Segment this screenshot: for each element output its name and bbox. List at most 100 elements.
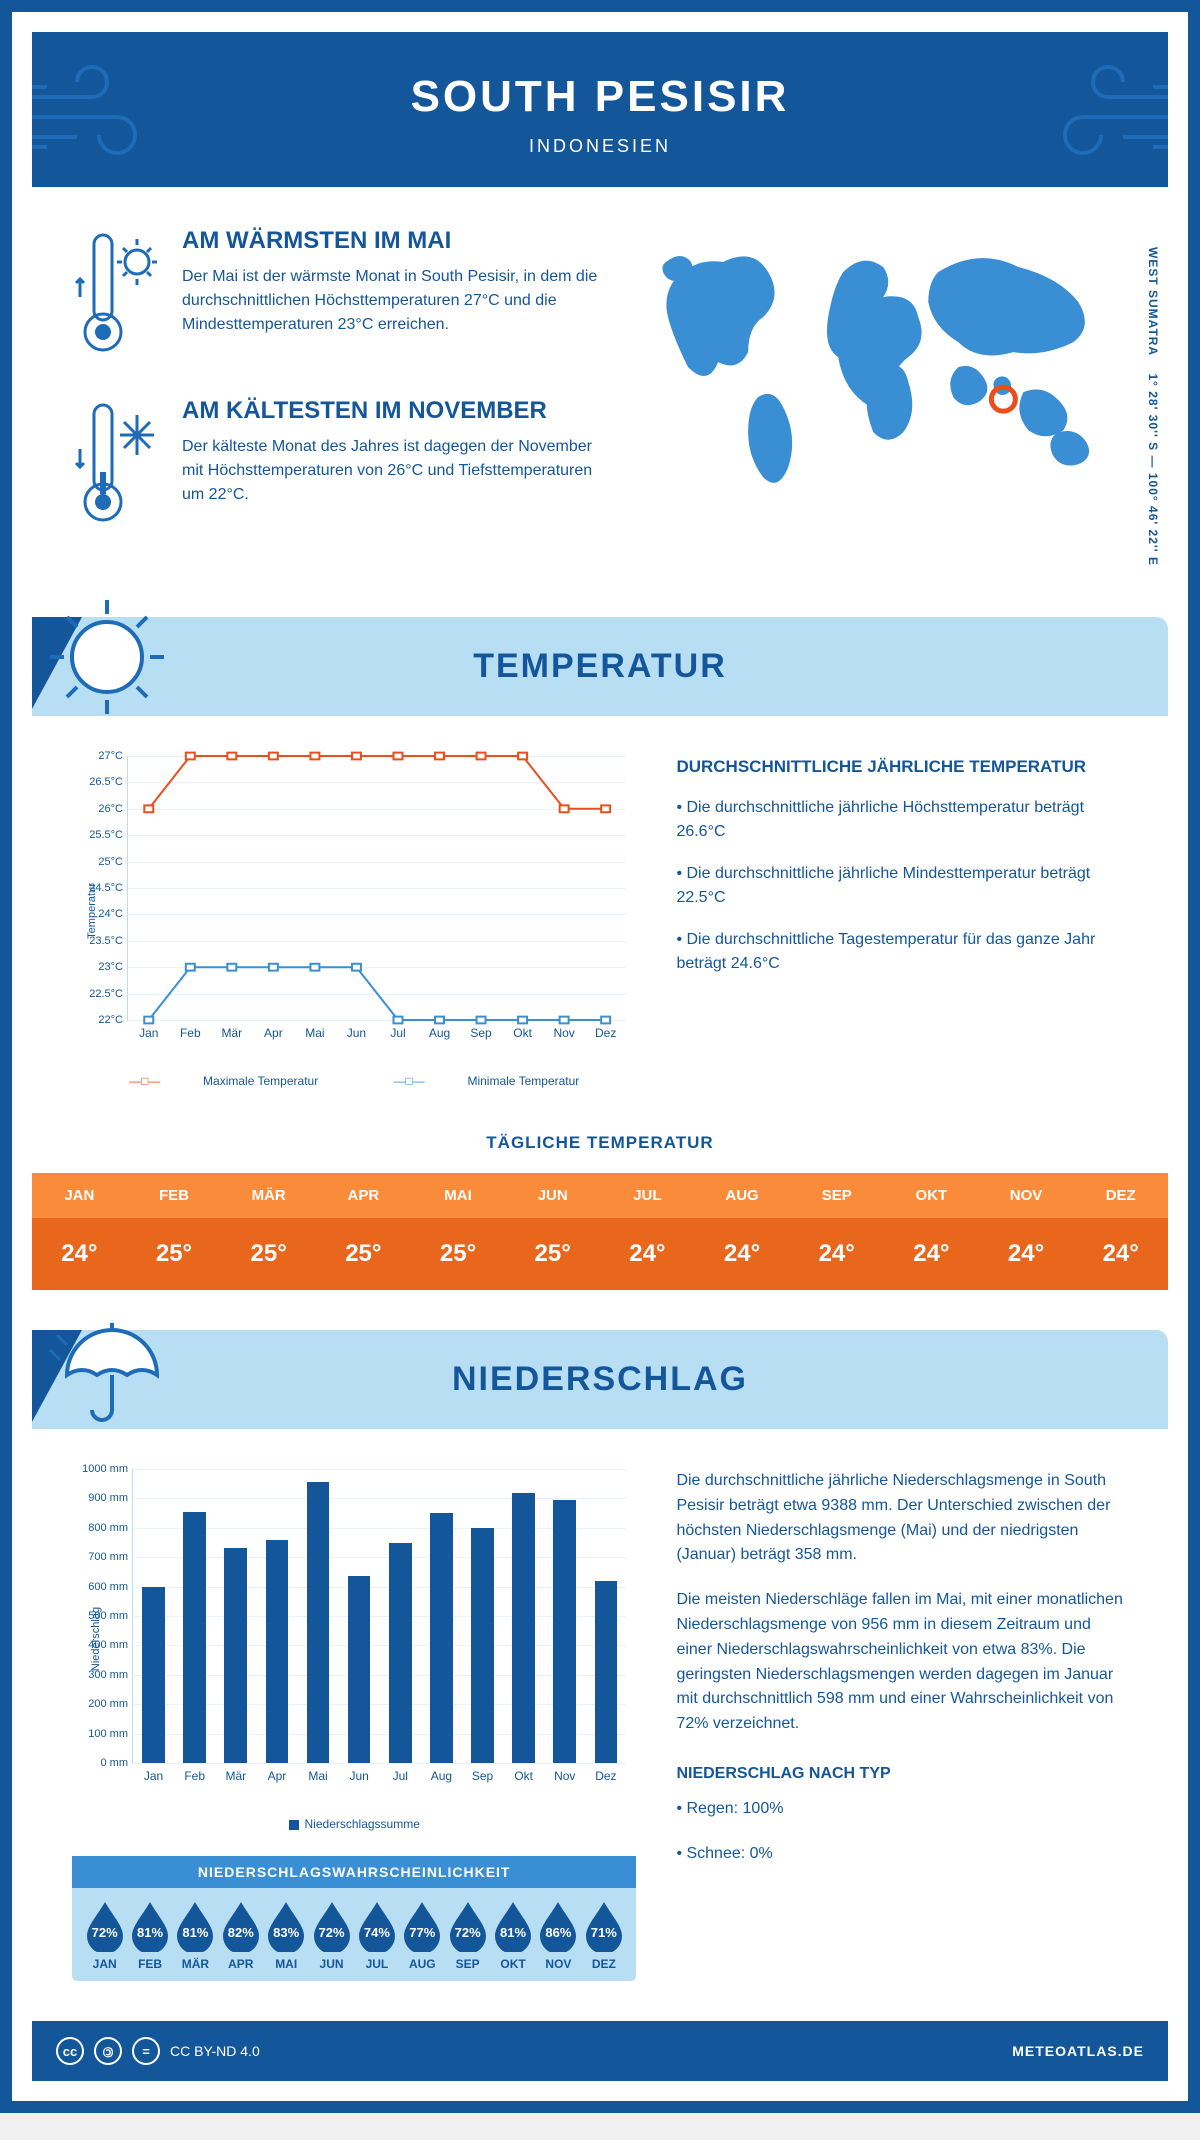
summary-line: • Die durchschnittliche jährliche Höchst… [676,796,1128,844]
raindrop-icon: 77% [400,1900,444,1952]
daily-month-header: JAN [32,1173,127,1218]
daily-month-header: FEB [127,1173,222,1218]
precip-bar [595,1581,618,1763]
daily-month-header: OKT [884,1173,979,1218]
prob-cell: 81%OKT [490,1900,535,1971]
coldest-fact: AM KÄLTESTEN IM NOVEMBER Der kälteste Mo… [72,397,598,532]
raindrop-icon: 82% [219,1900,263,1952]
prob-cell: 82%APR [218,1900,263,1971]
world-map-icon [628,227,1128,507]
precipitation-body: Niederschlag 0 mm100 mm200 mm300 mm400 m… [12,1429,1188,2021]
precip-bar [430,1513,453,1763]
header-banner: SOUTH PESISIR INDONESIEN [32,32,1168,187]
raindrop-icon: 83% [264,1900,308,1952]
thermometer-sun-icon [72,227,162,362]
footer: cc 🄯 = CC BY-ND 4.0 METEOATLAS.DE [32,2021,1168,2081]
wind-icon [27,62,167,162]
thermometer-snow-icon [72,397,162,532]
prob-cell: 86%NOV [536,1900,581,1971]
raindrop-icon: 74% [355,1900,399,1952]
daily-month-header: JUN [505,1173,600,1218]
daily-temp-table: JANFEBMÄRAPRMAIJUNJULAUGSEPOKTNOVDEZ 24°… [32,1173,1168,1290]
prob-cell: 83%MAI [264,1900,309,1971]
fact-title: AM WÄRMSTEN IM MAI [182,227,598,255]
nd-icon: = [132,2037,160,2065]
daily-temp-value: 24° [979,1218,1074,1290]
daily-temp-value: 25° [127,1218,222,1290]
daily-temp-value: 24° [695,1218,790,1290]
raindrop-icon: 72% [310,1900,354,1952]
daily-month-header: MAI [411,1173,506,1218]
cc-icon: cc [56,2037,84,2065]
daily-temp-value: 25° [221,1218,316,1290]
raindrop-icon: 81% [491,1900,535,1952]
raindrop-icon: 72% [83,1900,127,1952]
by-type-line: • Schnee: 0% [676,1842,1128,1867]
precip-bar [224,1548,247,1763]
fact-text: Der Mai ist der wärmste Monat in South P… [182,265,598,337]
daily-temp-title: TÄGLICHE TEMPERATUR [12,1133,1188,1153]
precipitation-probability-box: NIEDERSCHLAGSWAHRSCHEINLICHKEIT 72%JAN81… [72,1856,636,1981]
fact-title: AM KÄLTESTEN IM NOVEMBER [182,397,598,425]
sun-icon [42,592,172,722]
raindrop-icon: 81% [128,1900,172,1952]
prob-cell: 74%JUL [354,1900,399,1971]
fact-text: Der kälteste Monat des Jahres ist dagege… [182,435,598,507]
raindrop-icon: 71% [582,1900,626,1952]
daily-temp-value: 24° [789,1218,884,1290]
daily-temp-value: 25° [505,1218,600,1290]
temperature-section-header: TEMPERATUR [32,617,1168,716]
summary-line: • Die durchschnittliche Tagestemperatur … [676,928,1128,976]
precip-bar [307,1482,330,1763]
line-chart-legend: —□— Maximale Temperatur —□— Minimale Tem… [72,1074,636,1088]
daily-month-header: AUG [695,1173,790,1218]
precip-bar [512,1493,535,1763]
temperature-body: Temperatur 22°C22.5°C23°C23.5°C24°C24.5°… [12,716,1188,1108]
bar-chart-legend: Niederschlagssumme [72,1817,636,1831]
daily-temp-value: 24° [32,1218,127,1290]
page-subtitle: INDONESIEN [32,136,1168,157]
daily-month-header: APR [316,1173,411,1218]
precipitation-section-header: NIEDERSCHLAG [32,1330,1168,1429]
intro-section: AM WÄRMSTEN IM MAI Der Mai ist der wärms… [12,187,1188,597]
precipitation-bar-chart: Niederschlag 0 mm100 mm200 mm300 mm400 m… [72,1469,636,1809]
prob-cell: 81%MÄR [173,1900,218,1971]
precipitation-summary: Die durchschnittliche jährliche Niedersc… [676,1469,1128,1981]
raindrop-icon: 72% [446,1900,490,1952]
precip-bar [389,1543,412,1764]
prob-cell: 71%DEZ [581,1900,626,1971]
page-title: SOUTH PESISIR [32,72,1168,122]
daily-temp-value: 24° [600,1218,695,1290]
daily-temp-value: 24° [884,1218,979,1290]
by-icon: 🄯 [94,2037,122,2065]
daily-month-header: DEZ [1073,1173,1168,1218]
precip-bar [471,1528,494,1763]
site-name: METEOATLAS.DE [1012,2043,1144,2059]
prob-cell: 72%JAN [82,1900,127,1971]
prob-cell: 72%JUN [309,1900,354,1971]
daily-temp-value: 25° [411,1218,506,1290]
precip-bar [266,1540,289,1763]
daily-month-header: MÄR [221,1173,316,1218]
precip-bar [348,1576,371,1763]
daily-temp-value: 25° [316,1218,411,1290]
precip-bar [183,1512,206,1763]
by-type-line: • Regen: 100% [676,1797,1128,1822]
prob-cell: 72%SEP [445,1900,490,1971]
temperature-line-chart: Temperatur 22°C22.5°C23°C23.5°C24°C24.5°… [72,756,636,1088]
precip-bar [142,1587,165,1763]
precip-bar [553,1500,576,1763]
prob-cell: 77%AUG [400,1900,445,1971]
daily-temp-value: 24° [1073,1218,1168,1290]
raindrop-icon: 81% [173,1900,217,1952]
prob-cell: 81%FEB [127,1900,172,1971]
warmest-fact: AM WÄRMSTEN IM MAI Der Mai ist der wärms… [72,227,598,362]
temperature-summary: DURCHSCHNITTLICHE JÄHRLICHE TEMPERATUR •… [676,756,1128,1088]
infographic-page: SOUTH PESISIR INDONESIEN [0,0,1200,2113]
coordinates-label: WEST SUMATRA 1° 28' 30'' S — 100° 46' 22… [1146,247,1160,566]
daily-month-header: SEP [789,1173,884,1218]
summary-line: • Die durchschnittliche jährliche Mindes… [676,862,1128,910]
umbrella-icon [42,1305,172,1435]
wind-icon [1033,62,1173,162]
daily-month-header: JUL [600,1173,695,1218]
